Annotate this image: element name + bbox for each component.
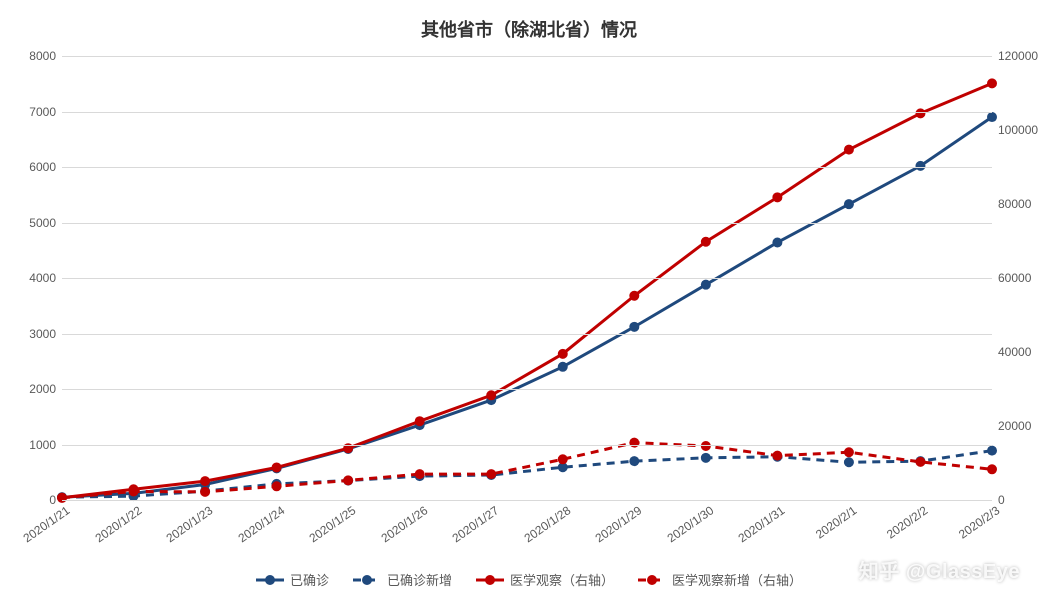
y-right-tick: 40000 xyxy=(992,345,1031,359)
series-marker-obs xyxy=(629,291,639,301)
series-marker-obs xyxy=(701,237,711,247)
gridline xyxy=(62,389,992,390)
x-tick: 2020/1/27 xyxy=(447,500,501,545)
series-marker-obs_new xyxy=(272,481,282,491)
x-tick: 2020/1/25 xyxy=(304,500,358,545)
legend-item-obs: 医学观察（右轴） xyxy=(476,570,614,589)
series-marker-confirmed xyxy=(844,199,854,209)
series-line-obs xyxy=(62,83,992,497)
x-tick: 2020/1/23 xyxy=(161,500,215,545)
y-right-tick: 60000 xyxy=(992,271,1031,285)
legend-item-confirmed: 已确诊 xyxy=(256,570,329,589)
legend-swatch xyxy=(476,574,504,586)
legend-label: 已确诊 xyxy=(290,570,329,589)
series-marker-confirmed_new xyxy=(987,446,997,456)
gridline xyxy=(62,112,992,113)
series-marker-confirmed xyxy=(987,112,997,122)
x-tick: 2020/1/26 xyxy=(376,500,430,545)
x-tick: 2020/1/31 xyxy=(734,500,788,545)
y-left-tick: 5000 xyxy=(29,216,62,230)
y-left-tick: 6000 xyxy=(29,160,62,174)
x-tick: 2020/2/1 xyxy=(811,500,860,542)
legend-label: 医学观察（右轴） xyxy=(510,570,614,589)
gridline xyxy=(62,223,992,224)
x-tick: 2020/1/30 xyxy=(662,500,716,545)
gridline xyxy=(62,445,992,446)
watermark: 知乎 @GlassEye xyxy=(859,555,1020,584)
x-tick: 2020/2/3 xyxy=(954,500,1003,542)
series-marker-obs xyxy=(272,462,282,472)
series-marker-obs xyxy=(558,349,568,359)
legend-label: 医学观察新增（右轴） xyxy=(672,570,802,589)
series-marker-obs_new xyxy=(129,486,139,496)
gridline xyxy=(62,167,992,168)
y-left-tick: 4000 xyxy=(29,271,62,285)
y-right-tick: 100000 xyxy=(992,123,1038,137)
series-marker-confirmed_new xyxy=(844,457,854,467)
chart-container: 其他省市（除湖北省）情况 010002000300040005000600070… xyxy=(0,0,1058,606)
x-tick: 2020/1/29 xyxy=(591,500,645,545)
gridline xyxy=(62,278,992,279)
y-left-tick: 1000 xyxy=(29,438,62,452)
x-tick: 2020/1/21 xyxy=(18,500,72,545)
series-line-confirmed xyxy=(62,117,992,497)
series-marker-obs_new xyxy=(844,447,854,457)
series-marker-obs_new xyxy=(486,469,496,479)
series-marker-obs xyxy=(987,78,997,88)
y-left-tick: 8000 xyxy=(29,49,62,63)
gridline xyxy=(62,334,992,335)
x-tick: 2020/1/24 xyxy=(233,500,287,545)
legend-swatch xyxy=(256,574,284,586)
x-tick: 2020/1/28 xyxy=(519,500,573,545)
y-left-tick: 7000 xyxy=(29,105,62,119)
plot-area: 0100020003000400050006000700080000200004… xyxy=(62,56,992,500)
series-marker-obs_new xyxy=(200,487,210,497)
legend-item-obs_new: 医学观察新增（右轴） xyxy=(638,570,802,589)
series-marker-obs_new xyxy=(987,464,997,474)
y-left-tick: 3000 xyxy=(29,327,62,341)
series-marker-obs_new xyxy=(772,451,782,461)
series-marker-confirmed_new xyxy=(701,453,711,463)
legend-label: 已确诊新增 xyxy=(387,570,452,589)
x-tick: 2020/1/22 xyxy=(90,500,144,545)
series-marker-obs xyxy=(415,416,425,426)
chart-title: 其他省市（除湖北省）情况 xyxy=(0,0,1058,42)
series-marker-obs xyxy=(844,145,854,155)
y-left-tick: 2000 xyxy=(29,382,62,396)
series-marker-obs xyxy=(772,192,782,202)
x-tick: 2020/2/2 xyxy=(882,500,931,542)
series-marker-confirmed xyxy=(915,161,925,171)
y-right-tick: 120000 xyxy=(992,49,1038,63)
legend-swatch xyxy=(638,574,666,586)
series-marker-confirmed xyxy=(772,237,782,247)
series-marker-obs xyxy=(200,476,210,486)
series-marker-obs_new xyxy=(343,475,353,485)
legend-swatch xyxy=(353,574,381,586)
series-marker-obs_new xyxy=(915,457,925,467)
series-marker-obs_new xyxy=(558,454,568,464)
series-marker-confirmed xyxy=(701,280,711,290)
legend-item-confirmed_new: 已确诊新增 xyxy=(353,570,452,589)
gridline xyxy=(62,56,992,57)
y-right-tick: 20000 xyxy=(992,419,1031,433)
series-marker-confirmed xyxy=(558,362,568,372)
series-marker-obs_new xyxy=(629,438,639,448)
series-marker-confirmed_new xyxy=(629,456,639,466)
series-marker-confirmed xyxy=(629,322,639,332)
series-marker-obs_new xyxy=(701,441,711,451)
series-marker-obs xyxy=(486,390,496,400)
series-marker-obs_new xyxy=(415,469,425,479)
y-right-tick: 80000 xyxy=(992,197,1031,211)
series-marker-obs xyxy=(915,108,925,118)
